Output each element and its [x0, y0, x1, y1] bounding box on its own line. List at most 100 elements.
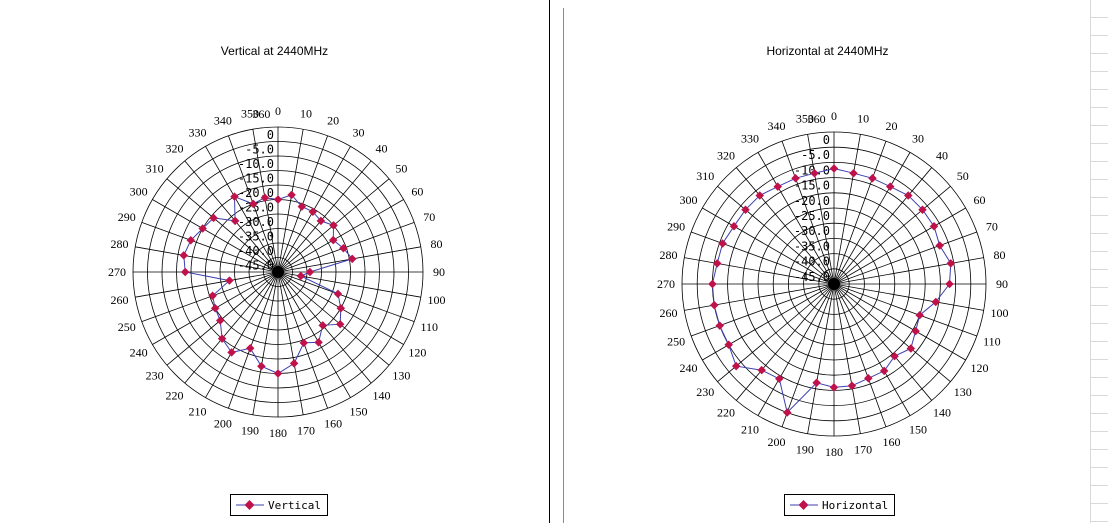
data-point-marker — [718, 239, 727, 248]
data-point-marker — [316, 216, 326, 226]
grid-spoke — [205, 146, 279, 273]
grid-spoke — [702, 207, 835, 285]
data-point-marker — [333, 289, 343, 299]
data-point-marker — [248, 199, 258, 209]
legend-marker-icon — [790, 500, 818, 510]
data-point-marker — [339, 243, 348, 253]
grid-spoke — [277, 160, 372, 273]
data-point-marker — [329, 221, 338, 230]
grid-spoke — [807, 283, 835, 434]
data-point-marker — [810, 168, 819, 178]
angle-tick-label: 170 — [297, 424, 315, 438]
data-point-marker — [186, 236, 196, 245]
grid-spoke — [757, 283, 835, 416]
radial-tick-label: -40.0 — [794, 255, 830, 269]
data-point-marker — [297, 202, 307, 211]
grid-spoke — [684, 283, 835, 311]
angle-tick-label: 130 — [954, 385, 972, 399]
angle-tick-label: 150 — [909, 422, 927, 436]
data-point-marker — [847, 381, 857, 391]
grid-spoke — [702, 283, 835, 361]
data-point-marker — [273, 369, 283, 378]
grid-spoke — [833, 283, 977, 337]
grid-spoke — [833, 283, 933, 401]
data-point-marker — [885, 182, 895, 191]
angle-tick-label: 150 — [350, 404, 368, 418]
grid-spoke — [228, 271, 279, 409]
angle-tick-label: 250 — [667, 334, 685, 348]
center-hub — [272, 266, 284, 278]
angle-tick-label: 360 — [808, 112, 826, 126]
chart-legend: Horizontal — [784, 494, 896, 516]
angle-tick-label: 0 — [275, 104, 281, 118]
grid-spoke — [833, 207, 966, 285]
grid-spoke — [166, 178, 279, 273]
data-point-marker — [287, 190, 296, 200]
angle-tick-label: 80 — [431, 237, 443, 251]
angle-tick-label: 290 — [667, 220, 685, 234]
data-point-marker — [273, 195, 283, 204]
grid-spoke — [833, 257, 984, 285]
angle-tick-label: 10 — [857, 112, 869, 126]
data-point-marker — [757, 365, 766, 375]
angle-tick-label: 320 — [717, 148, 735, 162]
angle-tick-label: 360 — [252, 107, 270, 121]
legend-label: Vertical — [268, 498, 321, 512]
angle-tick-label: 230 — [146, 368, 164, 382]
angle-tick-label: 190 — [796, 442, 814, 456]
data-point-marker — [724, 340, 733, 350]
radial-tick-label: -5.0 — [801, 148, 830, 162]
angle-tick-label: 230 — [696, 385, 714, 399]
angle-tick-label: 260 — [110, 293, 128, 307]
data-point-marker — [217, 334, 227, 343]
angle-tick-label: 340 — [768, 119, 786, 133]
angle-tick-label: 140 — [372, 388, 390, 402]
angle-tick-label: 190 — [241, 424, 259, 438]
angle-tick-label: 100 — [428, 293, 446, 307]
data-point-marker — [299, 338, 309, 348]
radial-tick-label: -15.0 — [794, 179, 830, 193]
data-point-marker — [911, 326, 920, 336]
data-point-marker — [198, 224, 207, 233]
data-point-marker — [864, 374, 873, 383]
radial-tick-label: -15.0 — [238, 172, 274, 186]
grid-spoke — [833, 283, 911, 416]
chart-title: Horizontal at 2440MHz — [766, 44, 889, 58]
radial-tick-label: -35.0 — [794, 239, 830, 253]
data-point-marker — [230, 216, 240, 226]
angle-tick-label: 320 — [166, 142, 184, 156]
data-point-marker — [741, 205, 750, 214]
angle-tick-label: 60 — [411, 185, 423, 199]
data-point-marker — [712, 259, 722, 268]
vertical-chart-panel[interactable]: Vertical at 2440MHz 0 10 20 30 40 50 60 70 80 90 1… — [0, 0, 549, 523]
angle-tick-label: 0 — [831, 109, 837, 123]
grid-spoke — [833, 167, 933, 285]
grid-spoke — [135, 246, 279, 273]
angle-tick-label: 330 — [741, 132, 759, 146]
grid-spoke — [781, 283, 835, 427]
center-hub — [828, 278, 840, 290]
data-point-marker — [890, 351, 899, 361]
grid-spoke — [184, 271, 279, 384]
grid-spoke — [277, 271, 415, 322]
data-point-marker — [829, 383, 839, 392]
data-point-marker — [915, 310, 924, 320]
grid-spoke — [141, 222, 279, 273]
data-point-marker — [829, 164, 839, 173]
polar-grid — [681, 131, 987, 437]
angle-tick-label: 290 — [118, 210, 136, 224]
angle-tick-label: 80 — [993, 248, 1005, 262]
data-point-marker — [305, 267, 315, 277]
data-point-marker — [289, 359, 299, 368]
data-point-marker — [729, 221, 739, 231]
grid-spoke — [833, 283, 966, 361]
horizontal-chart-panel[interactable]: Horizontal at 2440MHz 0 10 20 30 40 50 60 70 80 9… — [564, 0, 1091, 523]
data-point-marker — [710, 300, 719, 310]
angle-tick-label: 210 — [189, 404, 207, 418]
angle-tick-label: 70 — [423, 210, 435, 224]
polar-grid — [132, 126, 424, 418]
grid-spoke — [184, 160, 279, 273]
angle-tick-label: 340 — [214, 114, 232, 128]
